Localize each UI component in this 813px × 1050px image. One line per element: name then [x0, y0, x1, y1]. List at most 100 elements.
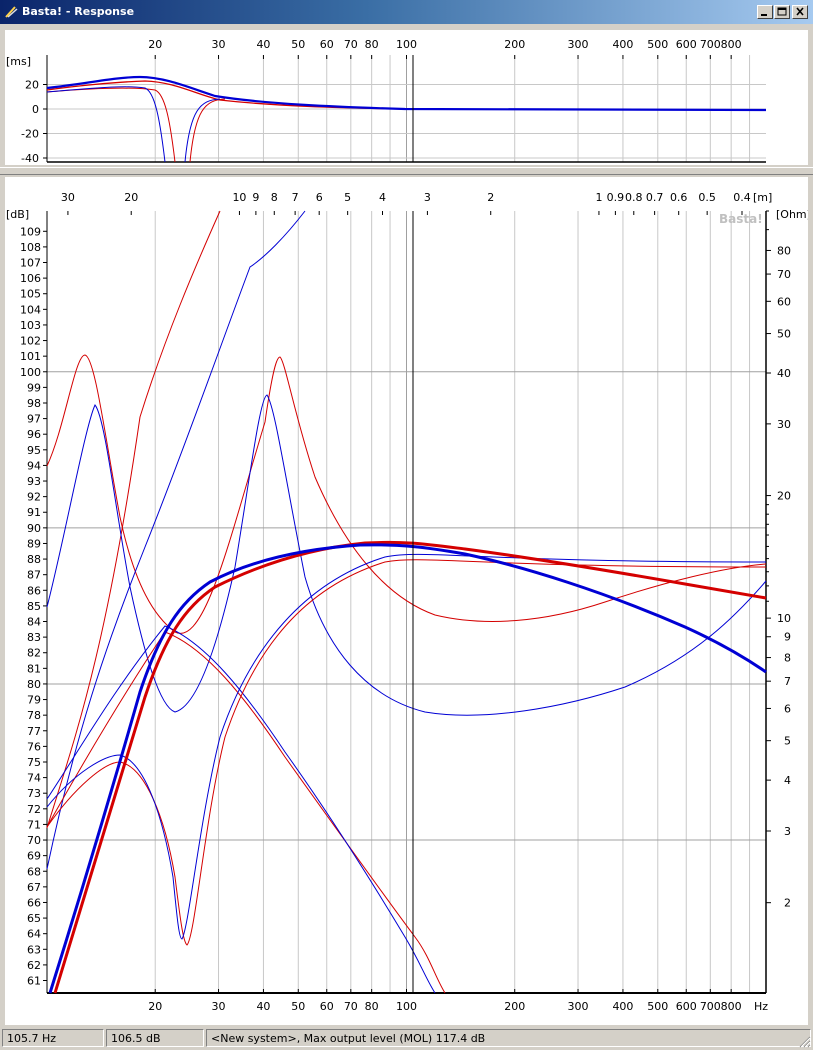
- group-delay-x-tick-label: 30: [212, 38, 226, 51]
- spl-y-tick-label: 61: [27, 975, 41, 988]
- group-delay-x-tick-label: 100: [396, 38, 417, 51]
- title-bar[interactable]: Basta! - Response: [0, 0, 813, 24]
- spl-unit-label: [dB]: [6, 208, 29, 221]
- maximize-button[interactable]: [774, 5, 790, 19]
- spl-y-tick-label: 103: [20, 319, 41, 332]
- wavelength-tick-label: 6: [316, 191, 323, 204]
- response-grid: [47, 211, 766, 993]
- spl-y-tick-label: 72: [27, 803, 41, 816]
- close-button[interactable]: [792, 5, 808, 19]
- frequency-x-tick-label: 20: [148, 1000, 162, 1013]
- group-delay-x-tick-label: 600: [676, 38, 697, 51]
- spl-y-tick-label: 81: [27, 662, 41, 675]
- app-icon: [5, 6, 18, 18]
- spl-y-tick-label: 67: [27, 881, 41, 894]
- spl-y-tick-label: 93: [27, 475, 41, 488]
- spl-y-tick-label: 75: [27, 756, 41, 769]
- resize-grip-icon[interactable]: [799, 1036, 811, 1048]
- group-delay-panel[interactable]: [ms] 20 0 -20 -40 20 30 40 50 60 70 80 100 200 300 40…: [5, 30, 808, 165]
- frequency-x-tick-label: 400: [612, 1000, 633, 1013]
- minimize-button[interactable]: [757, 5, 773, 19]
- group-delay-unit-label: [ms]: [6, 55, 31, 68]
- spl-y-tick-label: 83: [27, 631, 41, 644]
- spl-y-tick-label: 95: [27, 444, 41, 457]
- impedance-y-tick-label: 20: [777, 490, 791, 503]
- curve-blue-driver-low: [46, 625, 436, 994]
- spl-y-tick-label: 101: [20, 350, 41, 363]
- wavelength-tick-label: 1: [595, 191, 602, 204]
- group-delay-chart[interactable]: [ms] 200-20-40 20 30 40 50 60 70 80 100 200 300 40…: [5, 30, 808, 165]
- impedance-y-tick-label: 80: [777, 244, 791, 257]
- status-level: 106.5 dB: [106, 1029, 204, 1047]
- impedance-y-tick-label: 3: [784, 825, 791, 838]
- spl-y-tick-label: 76: [27, 740, 41, 753]
- impedance-y-tick-label: 4: [784, 774, 791, 787]
- curve-blue-impedance-rising: [46, 210, 306, 870]
- spl-y-tick-label: 94: [27, 459, 41, 472]
- spl-y-tick-label: 90: [27, 522, 41, 535]
- spl-y-ticks: 109 108 107 106 105 104 103 102 101 100 99 98 97 96 95…: [20, 225, 47, 988]
- frequency-x-tick-label: 80: [365, 1000, 379, 1013]
- spl-y-tick-label: 107: [20, 257, 41, 270]
- spl-y-tick-label: 84: [27, 616, 41, 629]
- impedance-y-tick-label: 40: [777, 367, 791, 380]
- response-panel[interactable]: [dB] [Ohm] [m] Basta! Hz 109 108 107 106 105…: [5, 177, 811, 1025]
- spl-y-tick-label: 98: [27, 397, 41, 410]
- response-chart[interactable]: [dB] [Ohm] [m] Basta! Hz 109108107106105…: [5, 177, 811, 1025]
- wavelength-tick-label: 0.5: [698, 191, 716, 204]
- group-delay-x-tick-label: 20: [148, 38, 162, 51]
- wavelength-tick-label: 0.9: [607, 191, 625, 204]
- curve-red-driver-notch: [46, 559, 767, 946]
- spl-y-tick-label: 64: [27, 928, 41, 941]
- spl-y-tick-label: 82: [27, 647, 41, 660]
- group-delay-y-ticks: 20 0 -20 -40: [21, 79, 47, 165]
- wavelength-tick-label: 10: [232, 191, 246, 204]
- wavelength-tick-label: 5: [344, 191, 351, 204]
- spl-y-tick-label: 63: [27, 943, 41, 956]
- spl-y-tick-label: 96: [27, 428, 41, 441]
- spl-y-tick-label: 73: [27, 787, 41, 800]
- group-delay-x-tick-label: 200: [504, 38, 525, 51]
- group-delay-y-tick-label: -20: [21, 128, 39, 141]
- spl-y-tick-label: 66: [27, 896, 41, 909]
- spl-y-tick-label: 105: [20, 288, 41, 301]
- frequency-x-tick-label: 40: [256, 1000, 270, 1013]
- wavelength-tick-label: 7: [292, 191, 299, 204]
- impedance-y-tick-label: 50: [777, 328, 791, 341]
- spl-y-tick-label: 104: [20, 303, 41, 316]
- wavelength-tick-label: 9: [252, 191, 259, 204]
- group-delay-curve-blue-main: [46, 75, 767, 112]
- curve-red-driver-low: [46, 631, 446, 994]
- spl-y-tick-label: 89: [27, 537, 41, 550]
- group-delay-curve-red-notch: [46, 87, 226, 163]
- impedance-y-tick-label: 30: [777, 418, 791, 431]
- curve-blue-impedance-peaks: [46, 394, 767, 716]
- group-delay-x-tick-label: 500: [647, 38, 668, 51]
- status-message: <New system>, Max output level (MOL) 117…: [206, 1029, 811, 1047]
- maximize-icon: [777, 7, 787, 16]
- impedance-y-tick-label: 9: [784, 631, 791, 644]
- spl-y-tick-label: 87: [27, 569, 41, 582]
- panel-splitter[interactable]: [0, 167, 813, 175]
- close-icon: [796, 7, 804, 16]
- spl-y-tick-label: 78: [27, 709, 41, 722]
- spl-y-tick-label: 71: [27, 818, 41, 831]
- spl-y-tick-label: 62: [27, 959, 41, 972]
- group-delay-curves: [46, 75, 767, 163]
- group-delay-y-tick-label: 20: [25, 79, 39, 92]
- wavelength-tick-label: 2: [487, 191, 494, 204]
- wavelength-tick-label: 0.4: [733, 191, 751, 204]
- spl-y-tick-label: 91: [27, 506, 41, 519]
- impedance-y-tick-label: 7: [784, 675, 791, 688]
- group-delay-x-tick-label: 70: [344, 38, 358, 51]
- spl-y-tick-label: 65: [27, 912, 41, 925]
- status-bar: 105.7 Hz 106.5 dB <New system>, Max outp…: [0, 1027, 813, 1050]
- frequency-x-tick-label: 100: [396, 1000, 417, 1013]
- group-delay-x-tick-label: 300: [568, 38, 589, 51]
- frequency-x-tick-label: 600: [676, 1000, 697, 1013]
- wavelength-ticks: 30 20 10 9 8 7 6 5 4 3 2 1 0.9 0.8 0.7 0.6 0.5 0.4: [61, 191, 751, 215]
- impedance-unit-label: [Ohm]: [776, 208, 808, 221]
- spl-y-tick-label: 92: [27, 491, 41, 504]
- spl-y-tick-label: 80: [27, 678, 41, 691]
